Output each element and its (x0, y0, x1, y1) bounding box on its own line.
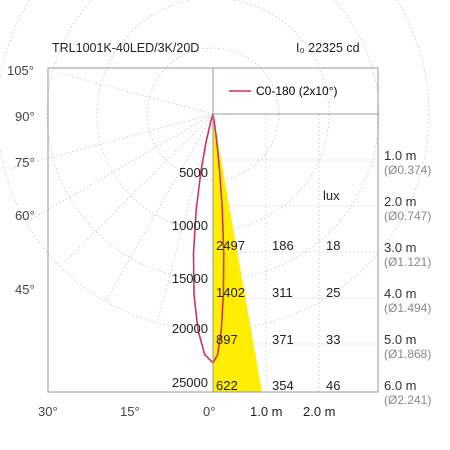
beam-cone (213, 114, 262, 392)
distance-label: 3.0 m (384, 240, 417, 255)
beam-diameter: (Ø2.241) (384, 393, 431, 407)
angle-label-75: 75° (15, 155, 35, 170)
polar-angle-labels: 105° 90° 75° 60° 45° 30° 15° 0° (7, 63, 215, 419)
product-code: TRL1001K-40LED/3K/20D (52, 41, 199, 55)
angle-label-45: 45° (15, 282, 35, 297)
beam-diameter: (Ø0.374) (384, 163, 431, 177)
bottom-label-2m: 2.0 m (303, 404, 336, 419)
angle-label-105: 105° (7, 63, 34, 78)
lux-header: lux (323, 188, 340, 203)
angle-label-60: 60° (15, 208, 35, 223)
bottom-label-1m: 1.0 m (250, 404, 283, 419)
scale-label-25000: 25000 (172, 375, 208, 390)
legend-label: C0-180 (2x10°) (256, 84, 338, 98)
distance-label: 6.0 m (384, 378, 417, 393)
scale-label-15000: 15000 (172, 271, 208, 286)
distance-label: 4.0 m (384, 286, 417, 301)
frame (47, 67, 379, 393)
lux-cell: 354 (272, 378, 294, 393)
beam-diameter: (Ø1.494) (384, 301, 431, 315)
scale-label-20000: 20000 (172, 321, 208, 336)
lux-cell: 311 (272, 285, 293, 300)
rows-grid (213, 159, 378, 345)
lux-cell: 371 (272, 332, 294, 347)
beam-diameter: (Ø1.868) (384, 347, 431, 361)
lux-cell: 1402 (216, 285, 245, 300)
intensity-peak: I₀ 22325 cd (296, 41, 360, 55)
grid-spoke-75 (7, 113, 214, 170)
grid-spoke-45 (64, 113, 214, 263)
grid-spoke-60 (29, 113, 214, 221)
lux-cell: 897 (216, 332, 238, 347)
grid-spoke-105 (57, 72, 214, 115)
angle-label-15: 15° (120, 404, 140, 419)
distance-column: 1.0 m (Ø0.374) 2.0 m (Ø0.747) 3.0 m (Ø1.… (384, 148, 431, 407)
lux-cell: 186 (272, 238, 294, 253)
lux-cell: 2497 (216, 238, 245, 253)
angle-label-0: 0° (203, 404, 215, 419)
distance-label: 1.0 m (384, 148, 417, 163)
intensity-scale: 5000 10000 15000 20000 25000 (172, 165, 208, 390)
lux-cell: 622 (216, 378, 238, 393)
lux-cell: 25 (326, 285, 340, 300)
bottom-axis-labels: 1.0 m 2.0 m (250, 404, 336, 419)
lux-table: lux 2497 186 18 1402 311 25 897 371 33 6… (216, 188, 340, 393)
lux-cell: 46 (326, 378, 340, 393)
distance-label: 5.0 m (384, 332, 417, 347)
angle-label-30: 30° (38, 404, 58, 419)
header: TRL1001K-40LED/3K/20D I₀ 22325 cd (52, 41, 360, 55)
lux-cell: 18 (326, 238, 340, 253)
scale-label-5000: 5000 (179, 165, 208, 180)
angle-label-90: 90° (15, 109, 35, 124)
grid-spoke-15 (156, 113, 214, 324)
beam-diameter: (Ø1.121) (384, 255, 431, 269)
scale-label-10000: 10000 (172, 218, 208, 233)
legend: C0-180 (2x10°) (229, 84, 338, 98)
grid-ring (0, 0, 430, 331)
beam-diameter: (Ø0.747) (384, 209, 431, 223)
distance-label: 2.0 m (384, 194, 417, 209)
beam-fill (213, 114, 262, 392)
lux-cell: 33 (326, 332, 340, 347)
